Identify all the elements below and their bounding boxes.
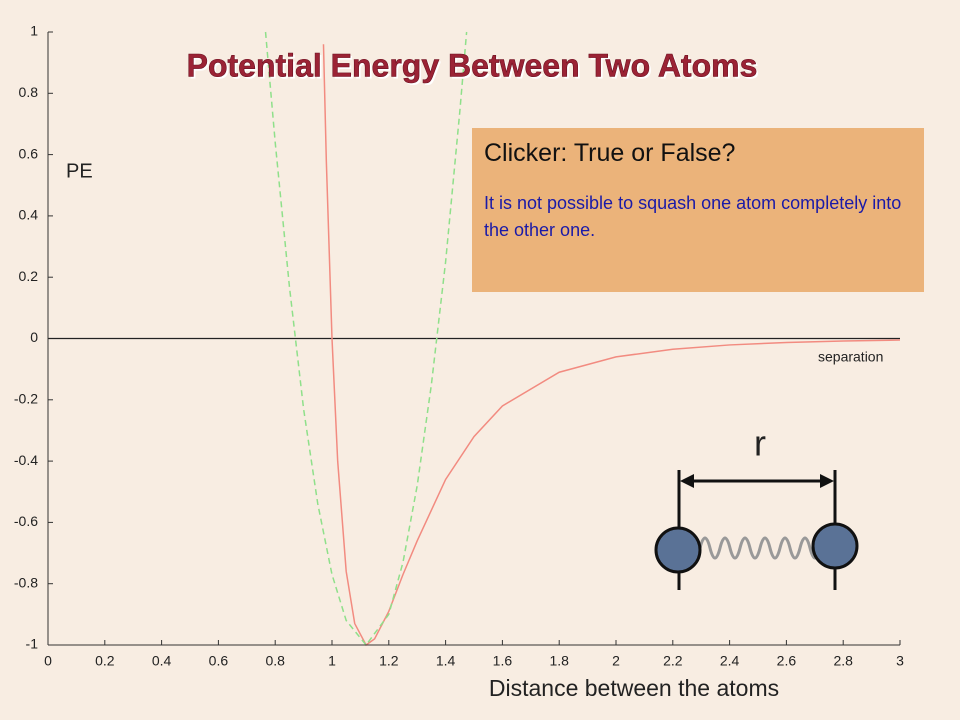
data-line (322, 44, 901, 647)
annotation: r (754, 423, 766, 464)
plot-area: -1 -0.8 -0.6 -0.4 -0.2 0 0.2 0.4 0.6 0.8 1 0 0.2 0.4 0… (14, 23, 904, 669)
callout-text: It is not possible to squash one atom co… (484, 193, 902, 240)
y-tick-label: 1 (30, 23, 38, 39)
x-tick-label: 1.8 (549, 653, 569, 669)
atom-diagram (654, 470, 859, 590)
x-tick-label: 1.6 (493, 653, 513, 669)
x-tick-label: 2.6 (777, 653, 797, 669)
y-axis-label: PE (66, 160, 93, 182)
arrow-head (680, 474, 694, 488)
x-tick-label: 0.4 (152, 653, 172, 669)
x-tick-label: 0.8 (265, 653, 285, 669)
y-tick-label: 0 (30, 329, 38, 345)
x-tick-label: 2.8 (833, 653, 853, 669)
atom (811, 522, 859, 570)
title-shadow: Potential Energy Between Two Atoms (189, 49, 760, 85)
callout-heading: Clicker: True or False? (484, 139, 736, 167)
x-tick-label: 3 (896, 653, 904, 669)
chart-title: Potential Energy Between Two Atoms (187, 47, 758, 83)
y-tick-label: 0.6 (19, 145, 39, 161)
atom (654, 526, 702, 574)
x-tick-label: 0 (44, 653, 52, 669)
x-tick-label: 1.4 (436, 653, 456, 669)
arrow-head (820, 474, 834, 488)
y-tick-label: -0.4 (14, 452, 38, 468)
x-tick-label: 2.2 (663, 653, 683, 669)
annotation: separation (818, 349, 883, 365)
x-tick-label: 1.2 (379, 653, 399, 669)
y-tick-label: 0.8 (19, 84, 39, 100)
y-tick-label: 0.4 (19, 207, 39, 223)
x-tick-label: 2 (612, 653, 620, 669)
x-tick-label: 1 (328, 653, 336, 669)
spring (698, 536, 822, 560)
y-tick-label: 0.2 (19, 268, 39, 284)
x-tick-label: 2.4 (720, 653, 740, 669)
x-tick-label: 0.2 (95, 653, 115, 669)
x-tick-label: 0.6 (209, 653, 229, 669)
y-tick-label: -0.8 (14, 574, 38, 590)
y-tick-label: -0.6 (14, 513, 38, 529)
y-tick-label: -1 (26, 636, 39, 652)
data-line (264, 31, 468, 647)
x-axis-label: Distance between the atoms (489, 675, 779, 701)
callout: Clicker: True or False? It is not possib… (472, 128, 924, 292)
y-tick-label: -0.2 (14, 391, 38, 407)
